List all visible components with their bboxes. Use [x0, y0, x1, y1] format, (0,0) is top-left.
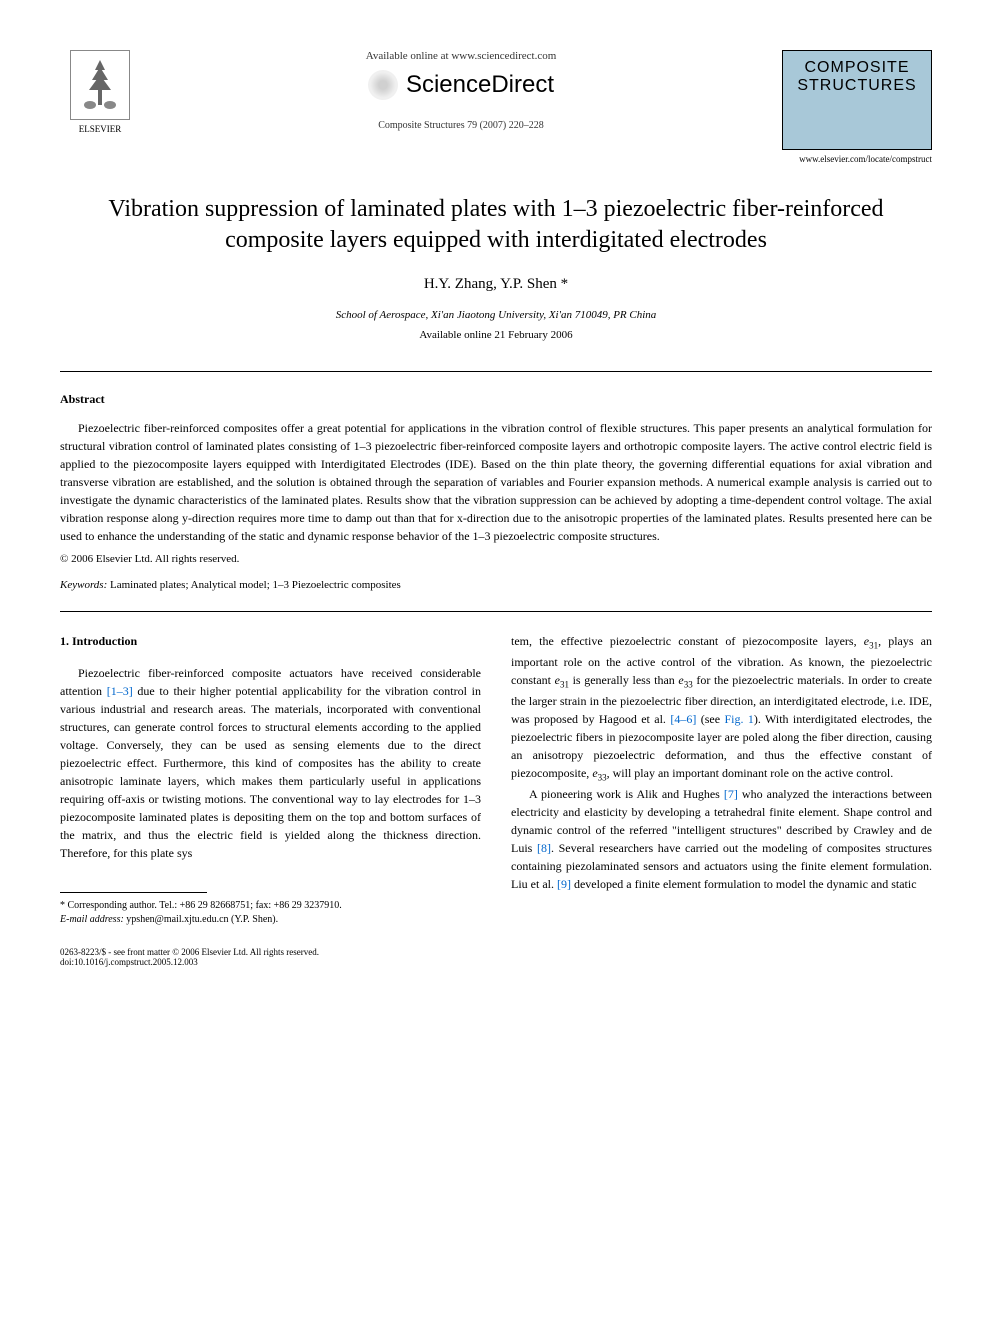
fig-link-1[interactable]: Fig. 1: [724, 712, 753, 726]
abstract-heading: Abstract: [60, 392, 932, 407]
col2-paragraph-1: tem, the effective piezoelectric constan…: [511, 632, 932, 785]
journal-name-line2: STRUCTURES: [797, 77, 916, 95]
center-header: Available online at www.sciencedirect.co…: [140, 50, 782, 131]
elsevier-logo: ELSEVIER: [60, 50, 140, 140]
col2-text-c: is generally less than: [569, 673, 678, 687]
authors: H.Y. Zhang, Y.P. Shen *: [60, 276, 932, 293]
footnote-corresponding: * Corresponding author. Tel.: +86 29 826…: [60, 899, 481, 913]
journal-cover: COMPOSITE STRUCTURES: [782, 50, 932, 150]
col2-text-e: (see: [696, 712, 724, 726]
col2-p2-d: developed a finite element formulation t…: [571, 877, 917, 891]
ref-link-1-3[interactable]: [1–3]: [107, 684, 133, 698]
divider-top: [60, 371, 932, 372]
sciencedirect-icon: [368, 70, 398, 100]
citation-text: Composite Structures 79 (2007) 220–228: [140, 120, 782, 131]
header-top: ELSEVIER Available online at www.science…: [60, 50, 932, 164]
footnote-email-name: (Y.P. Shen).: [231, 914, 278, 925]
ref-link-8[interactable]: [8]: [537, 841, 551, 855]
keywords-text: Laminated plates; Analytical model; 1–3 …: [110, 579, 401, 591]
column-right: tem, the effective piezoelectric constan…: [511, 632, 932, 927]
sciencedirect-brand: ScienceDirect: [140, 70, 782, 100]
sub-33-1: 33: [684, 680, 693, 690]
doi-line-2: doi:10.1016/j.compstruct.2005.12.003: [60, 957, 932, 967]
col2-paragraph-2: A pioneering work is Alik and Hughes [7]…: [511, 785, 932, 893]
journal-name-line1: COMPOSITE: [804, 59, 909, 77]
elsevier-tree-icon: [70, 50, 130, 120]
abstract-text: Piezoelectric fiber-reinforced composite…: [60, 419, 932, 545]
abstract-copyright: © 2006 Elsevier Ltd. All rights reserved…: [60, 553, 932, 565]
column-left: 1. Introduction Piezoelectric fiber-rein…: [60, 632, 481, 927]
col2-p2-a: A pioneering work is Alik and Hughes: [529, 787, 724, 801]
divider-bottom: [60, 611, 932, 612]
elsevier-label: ELSEVIER: [79, 124, 122, 134]
journal-url: www.elsevier.com/locate/compstruct: [782, 154, 932, 164]
sub-31-1: 31: [869, 641, 878, 651]
keywords: Keywords: Laminated plates; Analytical m…: [60, 579, 932, 591]
affiliation: School of Aerospace, Xi'an Jiaotong Univ…: [60, 309, 932, 321]
available-online-text: Available online at www.sciencedirect.co…: [140, 50, 782, 62]
sciencedirect-text: ScienceDirect: [406, 71, 554, 99]
section-heading: 1. Introduction: [60, 632, 481, 650]
ref-link-4-6[interactable]: [4–6]: [670, 712, 696, 726]
doi-block: 0263-8223/$ - see front matter © 2006 El…: [60, 947, 932, 967]
col2-text-g: , will play an important dominant role o…: [607, 766, 894, 780]
journal-box-wrapper: COMPOSITE STRUCTURES www.elsevier.com/lo…: [782, 50, 932, 164]
sub-31-2: 31: [560, 680, 569, 690]
abstract-body: Piezoelectric fiber-reinforced composite…: [60, 421, 932, 543]
col1-text-b: due to their higher potential applicabil…: [60, 684, 481, 860]
doi-line-1: 0263-8223/$ - see front matter © 2006 El…: [60, 947, 932, 957]
ref-link-7[interactable]: [7]: [724, 787, 738, 801]
col1-paragraph-1: Piezoelectric fiber-reinforced composite…: [60, 664, 481, 862]
footnote-email-line: E-mail address: ypshen@mail.xjtu.edu.cn …: [60, 913, 481, 927]
available-date: Available online 21 February 2006: [60, 329, 932, 341]
keywords-label: Keywords:: [60, 579, 107, 591]
article-title: Vibration suppression of laminated plate…: [80, 194, 912, 256]
body-columns: 1. Introduction Piezoelectric fiber-rein…: [60, 632, 932, 927]
footnote-email-label: E-mail address:: [60, 914, 124, 925]
ref-link-9[interactable]: [9]: [557, 877, 571, 891]
sub-33-2: 33: [598, 773, 607, 783]
footnote-separator: [60, 892, 207, 893]
footnote-email-address[interactable]: ypshen@mail.xjtu.edu.cn: [126, 914, 228, 925]
col2-text-a: tem, the effective piezoelectric constan…: [511, 634, 864, 648]
